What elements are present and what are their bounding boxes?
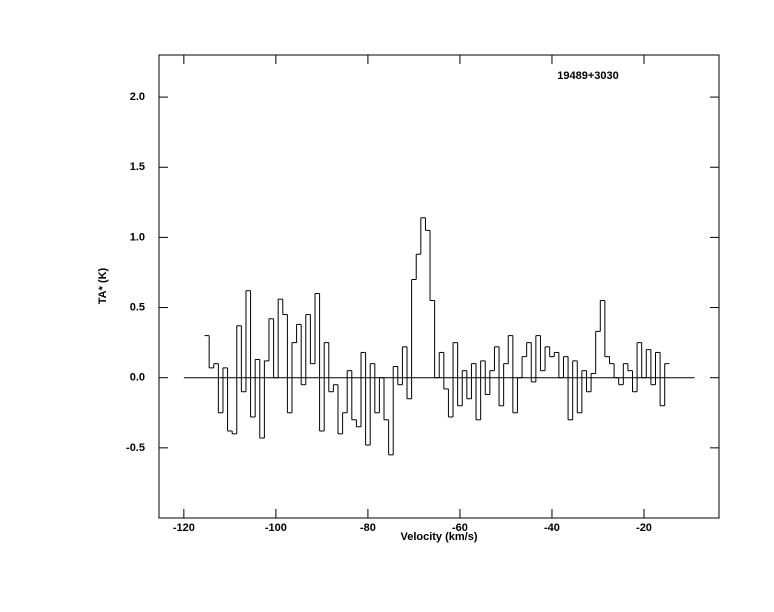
y-tick-label: 1.0 [130, 231, 145, 243]
x-tick-label: -60 [452, 522, 468, 534]
x-tick-label: -80 [360, 522, 376, 534]
x-tick-label: -100 [265, 522, 287, 534]
y-tick-label: -0.5 [126, 442, 145, 454]
x-axis-label: Velocity (km/s) [400, 531, 477, 543]
y-tick-label: 2.0 [130, 91, 145, 103]
y-tick-label: 0.5 [130, 301, 145, 313]
x-tick-label: -20 [636, 522, 652, 534]
x-tick-label: -40 [544, 522, 560, 534]
y-tick-label: 0.0 [130, 372, 145, 384]
plot-frame [158, 54, 720, 519]
y-tick-label: 1.5 [130, 161, 145, 173]
x-tick-label: -120 [173, 522, 195, 534]
y-axis-label: TA* (K) [97, 267, 109, 304]
chart-title: 19489+3030 [557, 70, 618, 82]
